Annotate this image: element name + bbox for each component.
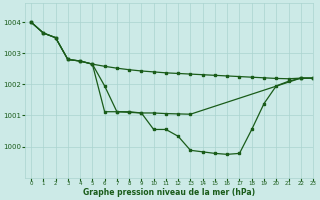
- X-axis label: Graphe pression niveau de la mer (hPa): Graphe pression niveau de la mer (hPa): [83, 188, 255, 197]
